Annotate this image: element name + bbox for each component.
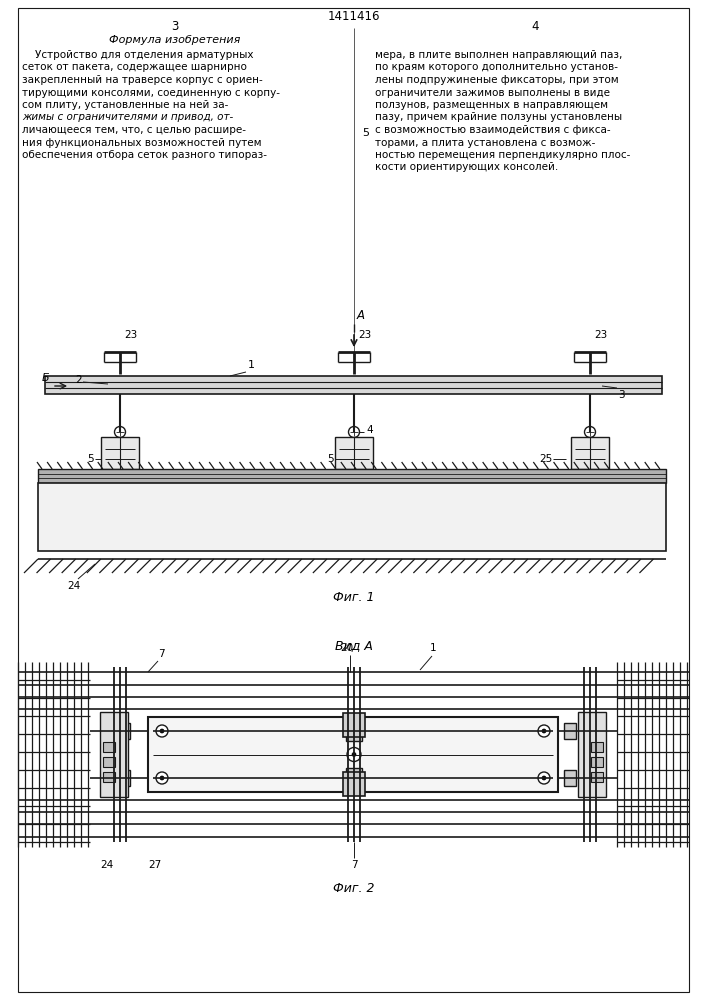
Circle shape: [156, 725, 168, 737]
Bar: [118, 723, 130, 739]
Text: обеспечения отбора сеток разного типораз-: обеспечения отбора сеток разного типораз…: [22, 150, 267, 160]
Text: ностью перемещения перпендикулярно плос-: ностью перемещения перпендикулярно плос-: [375, 150, 631, 160]
Text: Фиг. 1: Фиг. 1: [333, 591, 375, 604]
Bar: [118, 770, 130, 786]
Text: Устройство для отделения арматурных: Устройство для отделения арматурных: [22, 50, 254, 60]
Text: 7: 7: [158, 649, 165, 659]
Bar: [591, 757, 603, 767]
Bar: [100, 712, 128, 797]
Text: Фиг. 2: Фиг. 2: [333, 882, 375, 895]
Text: закрепленный на траверсе корпус с ориен-: закрепленный на траверсе корпус с ориен-: [22, 75, 263, 85]
Bar: [38, 469, 666, 483]
Text: 7: 7: [351, 860, 357, 870]
Circle shape: [115, 426, 126, 438]
Bar: [335, 437, 373, 469]
Bar: [346, 768, 362, 788]
Circle shape: [585, 426, 595, 438]
Bar: [45, 376, 662, 394]
Text: А: А: [357, 309, 365, 322]
Text: 5: 5: [362, 128, 369, 138]
Text: 3: 3: [618, 390, 624, 400]
Text: 3: 3: [171, 20, 179, 33]
Bar: [343, 713, 365, 737]
Text: 5: 5: [88, 454, 94, 464]
Bar: [103, 742, 115, 752]
Text: 1: 1: [248, 360, 255, 370]
Bar: [591, 742, 603, 752]
Text: лены подпружиненые фиксаторы, при этом: лены подпружиненые фиксаторы, при этом: [375, 75, 619, 85]
Text: 2: 2: [76, 375, 82, 385]
Text: с возможностью взаимодействия с фикса-: с возможностью взаимодействия с фикса-: [375, 125, 611, 135]
Text: 4: 4: [531, 20, 539, 33]
Bar: [591, 772, 603, 782]
Bar: [564, 770, 576, 786]
Text: 1411416: 1411416: [328, 10, 380, 23]
Text: тирующими консолями, соединенную с корпу-: тирующими консолями, соединенную с корпу…: [22, 88, 280, 98]
Text: по краям которого дополнительно установ-: по краям которого дополнительно установ-: [375, 62, 618, 73]
Bar: [578, 712, 606, 797]
Text: сом плиту, установленные на ней за-: сом плиту, установленные на ней за-: [22, 100, 228, 110]
Circle shape: [156, 772, 168, 784]
Text: 4: 4: [366, 425, 373, 435]
Text: 27: 27: [148, 860, 161, 870]
Text: 23: 23: [124, 330, 137, 340]
Bar: [564, 723, 576, 739]
Bar: [346, 721, 362, 741]
Text: 24: 24: [100, 860, 113, 870]
Text: ползунов, размещенных в направляющем: ползунов, размещенных в направляющем: [375, 100, 608, 110]
Bar: [148, 717, 558, 792]
Text: кости ориентирующих консолей.: кости ориентирующих консолей.: [375, 162, 559, 172]
Text: торами, а плита установлена с возмож-: торами, а плита установлена с возмож-: [375, 137, 595, 147]
Text: мера, в плите выполнен направляющий паз,: мера, в плите выполнен направляющий паз,: [375, 50, 622, 60]
Circle shape: [538, 772, 550, 784]
Circle shape: [542, 776, 546, 780]
Bar: [103, 772, 115, 782]
Circle shape: [538, 725, 550, 737]
Text: Б: Б: [42, 373, 49, 383]
Bar: [38, 483, 666, 551]
Text: сеток от пакета, содержащее шарнирно: сеток от пакета, содержащее шарнирно: [22, 62, 247, 73]
Text: 23: 23: [358, 330, 371, 340]
Text: Вид А: Вид А: [335, 639, 373, 652]
Text: личающееся тем, что, с целью расшире-: личающееся тем, что, с целью расшире-: [22, 125, 246, 135]
Text: ния функциональных возможностей путем: ния функциональных возможностей путем: [22, 137, 262, 147]
Text: жимы с ограничителями и привод, от-: жимы с ограничителями и привод, от-: [22, 112, 233, 122]
Circle shape: [542, 729, 546, 733]
Text: 25: 25: [539, 454, 552, 464]
Text: пазу, причем крайние ползуны установлены: пазу, причем крайние ползуны установлены: [375, 112, 622, 122]
Text: Формула изобретения: Формула изобретения: [110, 35, 240, 45]
Text: 5: 5: [327, 454, 334, 464]
Circle shape: [160, 729, 164, 733]
Bar: [343, 772, 365, 796]
Text: ограничители зажимов выполнены в виде: ограничители зажимов выполнены в виде: [375, 88, 610, 98]
Bar: [103, 757, 115, 767]
Text: 20: 20: [340, 643, 353, 653]
Text: 1: 1: [430, 643, 437, 653]
Text: 23: 23: [594, 330, 607, 340]
Bar: [101, 437, 139, 469]
Circle shape: [349, 426, 359, 438]
Bar: [571, 437, 609, 469]
Circle shape: [347, 748, 361, 762]
Circle shape: [160, 776, 164, 780]
Circle shape: [352, 752, 356, 756]
Text: 24: 24: [67, 581, 81, 591]
